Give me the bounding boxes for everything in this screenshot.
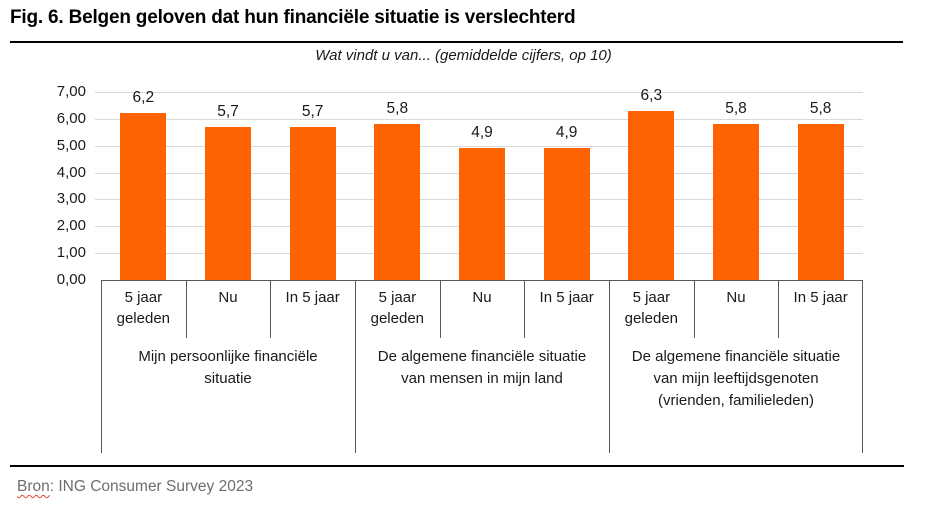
y-axis-label: 7,00 [56,83,86,100]
y-axis-tick [95,145,101,147]
y-axis-label: 6,00 [56,109,86,127]
bar-value-label: 5,8 [809,100,832,118]
x-axis-group-label: De algemene financiële situatie van mens… [377,348,587,387]
bar-value-label: 6,2 [132,89,155,107]
x-axis-category-label: In 5 jaar [539,289,594,306]
x-axis-category-label: Nu [726,289,746,306]
x-axis-category-label: 5 jaar geleden [116,289,171,327]
x-axis-category-label: In 5 jaar [285,289,340,306]
footer-divider [10,465,904,467]
bar-value-label: 5,8 [386,100,409,118]
y-axis-tick [95,199,101,201]
category-group-divider [101,280,102,453]
bar-value-label: 4,9 [555,124,578,142]
bar-nu-group2 [459,148,505,280]
category-divider [778,280,780,338]
bar-value-label: 5,8 [725,100,747,118]
category-group-divider [355,280,356,453]
bar-value-label: 5,7 [301,102,324,120]
y-axis-label: 3,00 [56,190,86,208]
x-axis-category-label: Nu [218,289,238,306]
gridline [101,118,863,120]
figure-title: Fig. 6. Belgen geloven dat hun financiël… [10,7,576,28]
y-axis-label: 0,00 [56,271,86,288]
x-axis-line [101,280,863,281]
bar-in-5-jaar-group1 [289,126,336,280]
chart-subtitle: Wat vindt u van... (gemiddelde cijfers, … [315,47,612,64]
y-axis-tick [95,226,101,228]
y-axis-label: 4,00 [56,163,86,181]
bar-5-jaar-geleden-group2 [374,124,421,280]
x-axis-group-label: De algemene financiële situatie van mijn… [631,348,841,409]
category-divider [270,280,272,338]
y-axis-tick [95,253,101,255]
x-axis-category-label: Nu [472,289,492,306]
y-axis-tick [95,92,101,93]
y-axis-tick [95,172,101,174]
x-axis-category-label: In 5 jaar [793,289,848,306]
bar-5-jaar-geleden-group3 [628,110,675,280]
source-text: : ING Consumer Survey 2023 [49,478,254,495]
category-divider [693,280,695,338]
bar-nu-group3 [713,124,759,280]
category-group-divider [862,280,863,453]
bar-value-label: 4,9 [471,124,493,142]
source-word-misspelled: Bron [17,478,50,495]
category-divider [185,280,187,338]
y-axis-label: 1,00 [56,244,86,262]
x-axis-group-label: Mijn persoonlijke financiële situatie [138,348,318,387]
gridline [101,92,863,93]
gridline [101,145,863,147]
bar-5-jaar-geleden-group1 [120,113,167,280]
bar-in-5-jaar-group3 [797,124,844,280]
bar-value-label: 5,7 [217,102,239,120]
y-axis-label: 5,00 [56,136,86,154]
category-divider [439,280,441,338]
category-group-divider [609,280,610,453]
y-axis-tick [95,118,101,120]
title-divider [10,41,903,43]
x-axis-category-label: 5 jaar geleden [624,289,679,327]
x-axis-category-label: 5 jaar geleden [370,289,425,327]
category-divider [524,280,526,338]
y-axis-label: 2,00 [56,217,86,235]
bar-value-label: 6,3 [640,86,663,104]
bar-in-5-jaar-group2 [543,148,590,280]
bar-nu-group1 [205,126,251,280]
source-note: Bron: ING Consumer Survey 2023 [17,478,253,496]
